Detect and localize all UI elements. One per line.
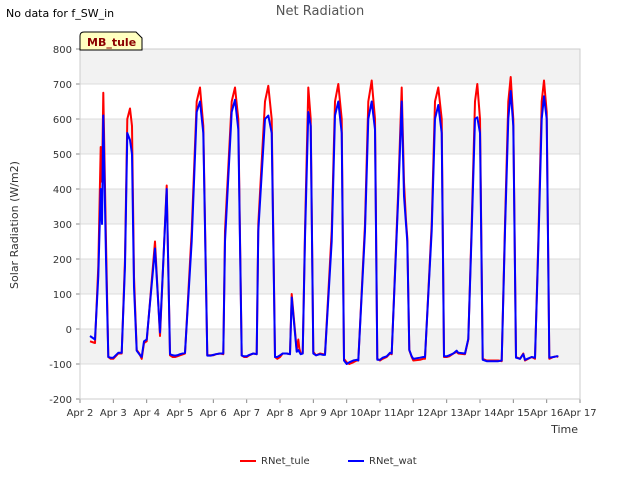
x-tick-label: Apr 9 [300,408,327,419]
plot-frame [79,48,581,400]
y-tick-label: 700 [53,80,72,91]
x-axis-label: Time [550,423,578,436]
grid-band [80,329,580,364]
legend-label-RNet_wat: RNet_wat [369,456,417,467]
x-tick-label: Apr 2 [67,408,94,419]
x-tick-label: Apr 11 [363,408,396,419]
site-badge-label: MB_tule [87,36,136,49]
y-tick-label: 100 [53,290,72,301]
site-badge-box [79,31,143,51]
series-line-RNet_wat [89,90,559,365]
x-tick-label: Apr 6 [200,408,227,419]
x-tick-label: Apr 10 [330,408,363,419]
y-tick-label: 800 [53,45,72,56]
x-tick-label: Apr 13 [430,408,463,419]
x-tick-label: Apr 8 [267,408,294,419]
x-tick-label: Apr 12 [397,408,430,419]
y-tick-label: 300 [53,220,72,231]
chart-title: Net Radiation [276,4,364,19]
y-tick-label: -100 [49,360,72,371]
x-tick-label: Apr 15 [497,408,530,419]
x-tick-label: Apr 4 [133,408,160,419]
x-tick-label: Apr 17 [563,408,596,419]
no-data-note: No data for f_SW_in [6,7,115,20]
y-tick-label: 500 [53,150,72,161]
y-tick-label: 600 [53,115,72,126]
y-tick-label: 400 [53,185,72,196]
grid-band [80,189,580,224]
x-tick-label: Apr 3 [100,408,127,419]
x-tick-label: Apr 5 [167,408,194,419]
y-tick-label: -200 [49,395,72,406]
grid-band [80,49,580,84]
x-tick-label: Apr 16 [530,408,563,419]
x-tick-label: Apr 14 [463,408,496,419]
y-tick-label: 0 [66,325,72,336]
grid-band [80,119,580,154]
x-tick-label: Apr 7 [233,408,260,419]
y-tick-label: 200 [53,255,72,266]
y-axis-label: Solar Radiation (W/m2) [8,161,21,289]
legend-label-RNet_tule: RNet_tule [261,456,310,467]
